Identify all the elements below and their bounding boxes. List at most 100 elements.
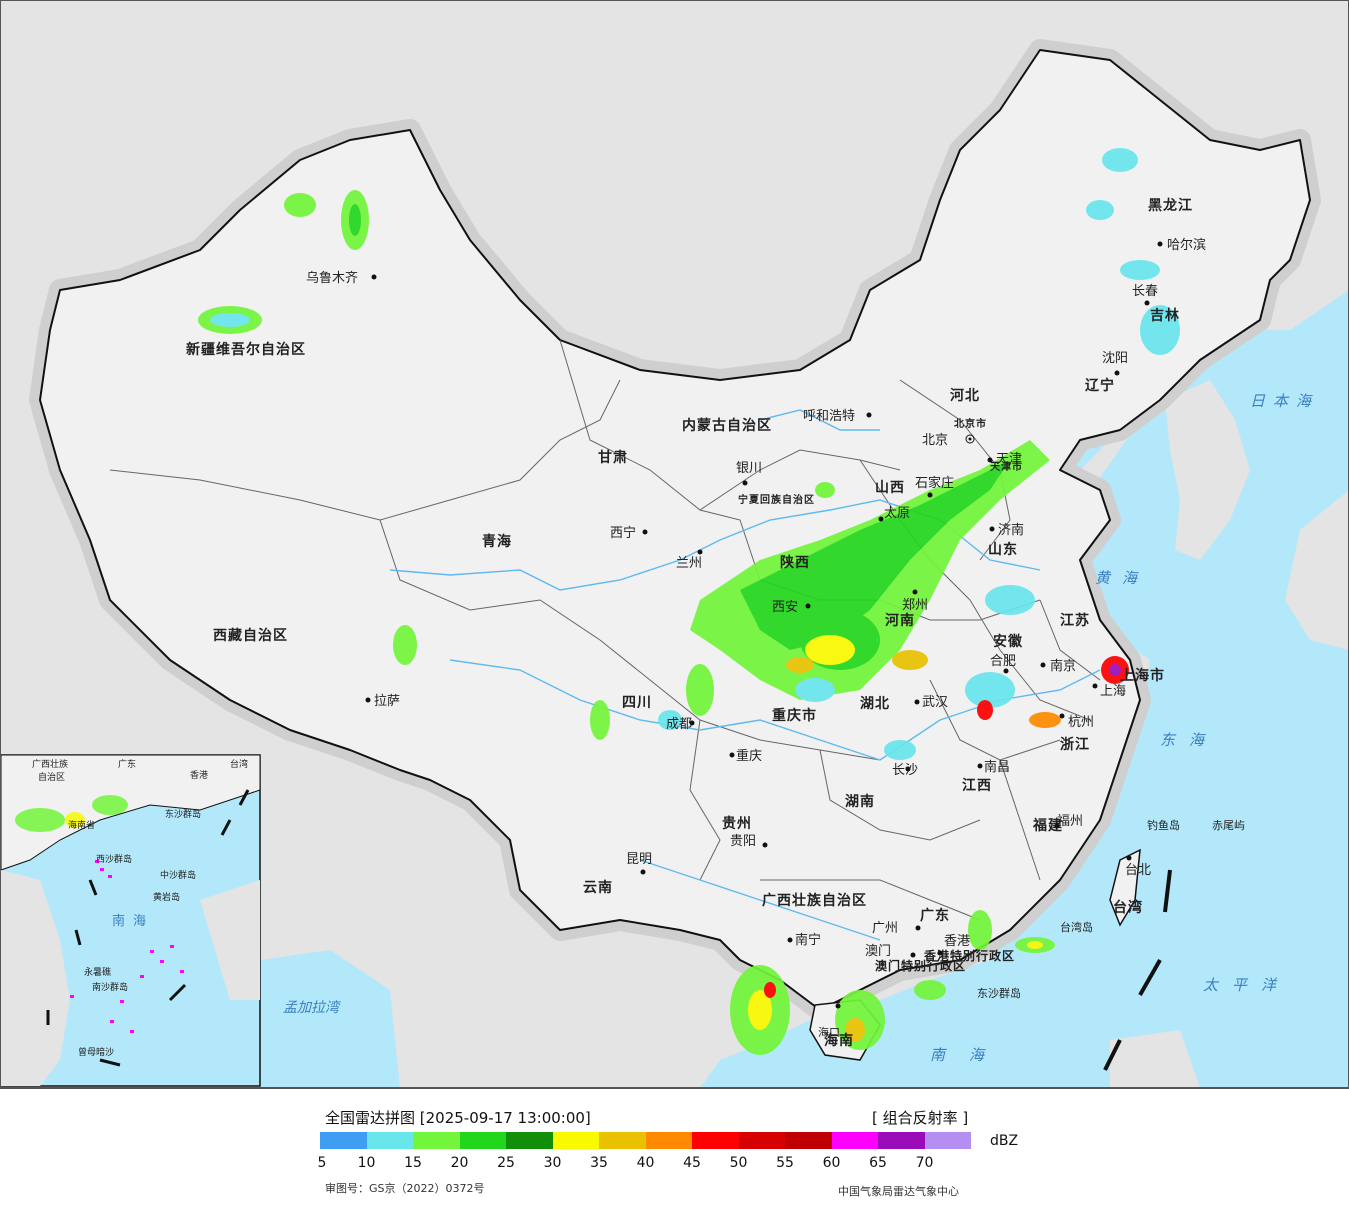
legend-color-6	[599, 1132, 646, 1149]
svg-text:杭州: 杭州	[1068, 715, 1094, 730]
svg-text:西宁: 西宁	[610, 525, 636, 541]
svg-text:哈尔滨: 哈尔滨	[1167, 237, 1206, 253]
unit-label: dBZ	[990, 1133, 1019, 1149]
svg-text:乌鲁木齐: 乌鲁木齐	[306, 270, 358, 286]
label-east-sea: 东海	[1160, 731, 1218, 749]
city-shenyang: 沈阳	[1102, 351, 1128, 376]
svg-text:呼和浩特: 呼和浩特	[803, 409, 855, 424]
label-guizhou: 贵州	[722, 815, 752, 832]
product-name: [ 组合反射率 ]	[872, 1109, 969, 1127]
radar-map: 新疆维吾尔自治区 西藏自治区 青海 甘肃 内蒙古自治区 黑龙江 吉林 辽宁 河北…	[0, 0, 1349, 1088]
sea-labels: 日本海 黄海 东海 太平洋 南海 孟加拉湾	[283, 392, 1311, 1064]
legend-tick-10: 10	[357, 1155, 376, 1171]
legend-color-10	[785, 1132, 832, 1149]
legend-color-13	[924, 1132, 971, 1149]
label-yellow-sea: 黄海	[1095, 569, 1149, 587]
inset-label-zhongsha: 中沙群岛	[160, 869, 196, 881]
svg-text:长沙: 长沙	[892, 763, 918, 778]
city-lhasa: 拉萨	[365, 694, 400, 709]
svg-text:济南: 济南	[998, 522, 1024, 538]
label-anhui: 安徽	[993, 633, 1023, 650]
legend-tick-20: 20	[450, 1155, 469, 1171]
province-labels: 新疆维吾尔自治区 西藏自治区 青海 甘肃 内蒙古自治区 黑龙江 吉林 辽宁 河北…	[186, 197, 1192, 1049]
city-xian: 西安	[772, 600, 811, 615]
legend-color-5	[552, 1132, 599, 1149]
label-pacific: 太平洋	[1203, 976, 1290, 994]
legend-tick-40: 40	[636, 1155, 655, 1171]
japan-land	[1285, 490, 1349, 650]
label-taiwan-island: 台湾岛	[1060, 920, 1093, 934]
label-shanghai-shi: 上海市	[1120, 667, 1165, 684]
city-nanchang: 南昌	[977, 759, 1010, 775]
city-nanning: 南宁	[787, 932, 821, 948]
inset-label-huangyan: 黄岩岛	[153, 891, 180, 903]
svg-text:郑州: 郑州	[902, 598, 928, 613]
legend-color-11	[831, 1132, 878, 1149]
city-macau: 澳门	[865, 943, 916, 959]
map-title: 全国雷达拼图 [2025-09-17 13:00:00]	[325, 1109, 591, 1127]
city-hangzhou: 杭州	[1059, 713, 1094, 730]
label-hongkong-sar: 香港特别行政区	[923, 948, 1015, 963]
svg-text:合肥: 合肥	[990, 654, 1016, 669]
color-scale-ticks: 5 10 15 20 25 30 35 40 45 50 55 60 65 70	[0, 1155, 1349, 1173]
label-xinjiang: 新疆维吾尔自治区	[186, 341, 306, 358]
label-qinghai: 青海	[482, 533, 512, 550]
label-jiangsu: 江苏	[1060, 612, 1090, 629]
inset-label-nansha: 南沙群岛	[92, 981, 128, 993]
label-bay-of-bengal: 孟加拉湾	[283, 1000, 341, 1016]
city-beijing: 北京	[922, 433, 975, 448]
city-nanjing: 南京	[1040, 658, 1076, 674]
svg-text:海口: 海口	[818, 1025, 840, 1039]
legend-color-4	[506, 1132, 553, 1149]
inset-label-taiwan: 台湾	[230, 758, 248, 770]
label-hubei: 湖北	[860, 696, 890, 712]
color-scale-bar	[320, 1132, 971, 1149]
label-shaanxi: 陕西	[780, 554, 810, 571]
sea-bay-bengal	[260, 950, 400, 1088]
label-beijing-shi: 北京市	[954, 417, 987, 430]
legend-tick-35: 35	[590, 1155, 608, 1171]
legend-tick-15: 15	[404, 1155, 422, 1171]
svg-text:兰州: 兰州	[676, 556, 702, 571]
legend-tick-5: 5	[317, 1155, 327, 1171]
svg-text:广州: 广州	[872, 921, 898, 936]
province-boundaries	[109, 339, 1101, 921]
svg-text:贵阳: 贵阳	[730, 834, 756, 849]
inset-label-xisha: 西沙群岛	[96, 853, 132, 865]
city-hohhot: 呼和浩特	[803, 409, 872, 424]
taiwan-island	[1109, 848, 1141, 927]
city-tianjin: 天津	[987, 452, 1022, 467]
city-xining: 西宁	[610, 525, 648, 541]
label-chiwei: 赤尾屿	[1212, 819, 1245, 832]
svg-text:石家庄: 石家庄	[915, 475, 954, 491]
svg-text:拉萨: 拉萨	[374, 694, 400, 709]
inset-label-hongkong: 香港	[190, 769, 208, 781]
city-lanzhou: 兰州	[676, 549, 703, 571]
label-hainan: 海南	[824, 1032, 854, 1049]
svg-text:南京: 南京	[1050, 658, 1076, 674]
city-changchun: 长春	[1132, 284, 1158, 306]
label-sichuan: 四川	[622, 695, 652, 711]
city-taipei: 台北	[1125, 855, 1151, 878]
inset-label-zengmu: 曾母暗沙	[78, 1046, 114, 1058]
label-guangxi: 广西壮族自治区	[762, 892, 867, 909]
city-hefei: 合肥	[990, 654, 1016, 674]
island-labels: 钓鱼岛 赤尾屿 台湾岛 东沙群岛	[977, 818, 1245, 1000]
city-chengdu: 成都	[666, 717, 695, 732]
city-shijiazhuang: 石家庄	[915, 475, 954, 498]
label-taiwan: 台湾	[1113, 899, 1143, 916]
label-hebei: 河北	[950, 387, 980, 404]
legend-color-8	[692, 1132, 739, 1149]
legend-color-3	[459, 1132, 506, 1149]
svg-text:北京: 北京	[922, 433, 948, 448]
label-tianjin-shi: 天津市	[990, 460, 1023, 473]
label-gansu: 甘肃	[598, 449, 628, 466]
label-diaoyu: 钓鱼岛	[1147, 818, 1180, 832]
svg-text:重庆: 重庆	[736, 748, 762, 764]
legend-color-2	[413, 1132, 460, 1149]
svg-text:南宁: 南宁	[795, 932, 821, 948]
city-labels: 乌鲁木齐 拉萨 西宁 兰州 银川 呼和浩特 北京 天津 石家庄 太原 济南 郑州…	[306, 237, 1206, 1039]
label-neimenggu: 内蒙古自治区	[682, 417, 772, 434]
svg-text:澳门: 澳门	[865, 943, 891, 959]
svg-text:沈阳: 沈阳	[1102, 351, 1128, 366]
